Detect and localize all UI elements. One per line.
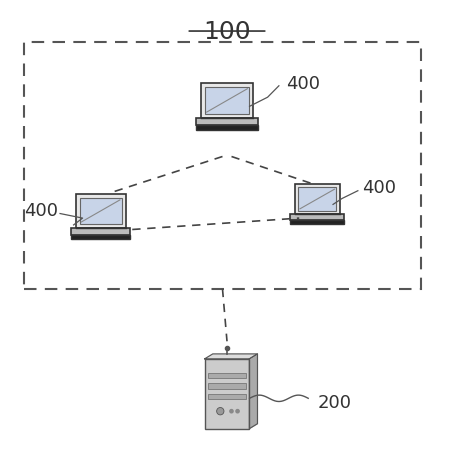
- FancyBboxPatch shape: [205, 87, 249, 114]
- Polygon shape: [249, 354, 257, 429]
- FancyBboxPatch shape: [196, 125, 258, 129]
- Text: 400: 400: [286, 74, 320, 93]
- FancyBboxPatch shape: [76, 194, 126, 228]
- Circle shape: [217, 408, 224, 415]
- Text: 100: 100: [203, 20, 251, 44]
- FancyBboxPatch shape: [71, 228, 130, 235]
- FancyBboxPatch shape: [291, 220, 344, 224]
- FancyBboxPatch shape: [201, 83, 253, 118]
- FancyBboxPatch shape: [79, 198, 122, 224]
- Text: 200: 200: [317, 394, 351, 412]
- Circle shape: [236, 409, 239, 413]
- Bar: [24, 42, 421, 289]
- FancyBboxPatch shape: [291, 214, 344, 220]
- Polygon shape: [205, 354, 257, 359]
- Circle shape: [230, 409, 233, 413]
- Text: 400: 400: [24, 202, 58, 220]
- FancyBboxPatch shape: [208, 373, 246, 378]
- Text: 400: 400: [362, 179, 396, 197]
- FancyBboxPatch shape: [205, 359, 249, 429]
- FancyBboxPatch shape: [71, 235, 130, 239]
- FancyBboxPatch shape: [208, 383, 246, 389]
- FancyBboxPatch shape: [298, 187, 336, 211]
- FancyBboxPatch shape: [196, 118, 258, 125]
- FancyBboxPatch shape: [208, 393, 246, 399]
- FancyBboxPatch shape: [295, 184, 340, 214]
